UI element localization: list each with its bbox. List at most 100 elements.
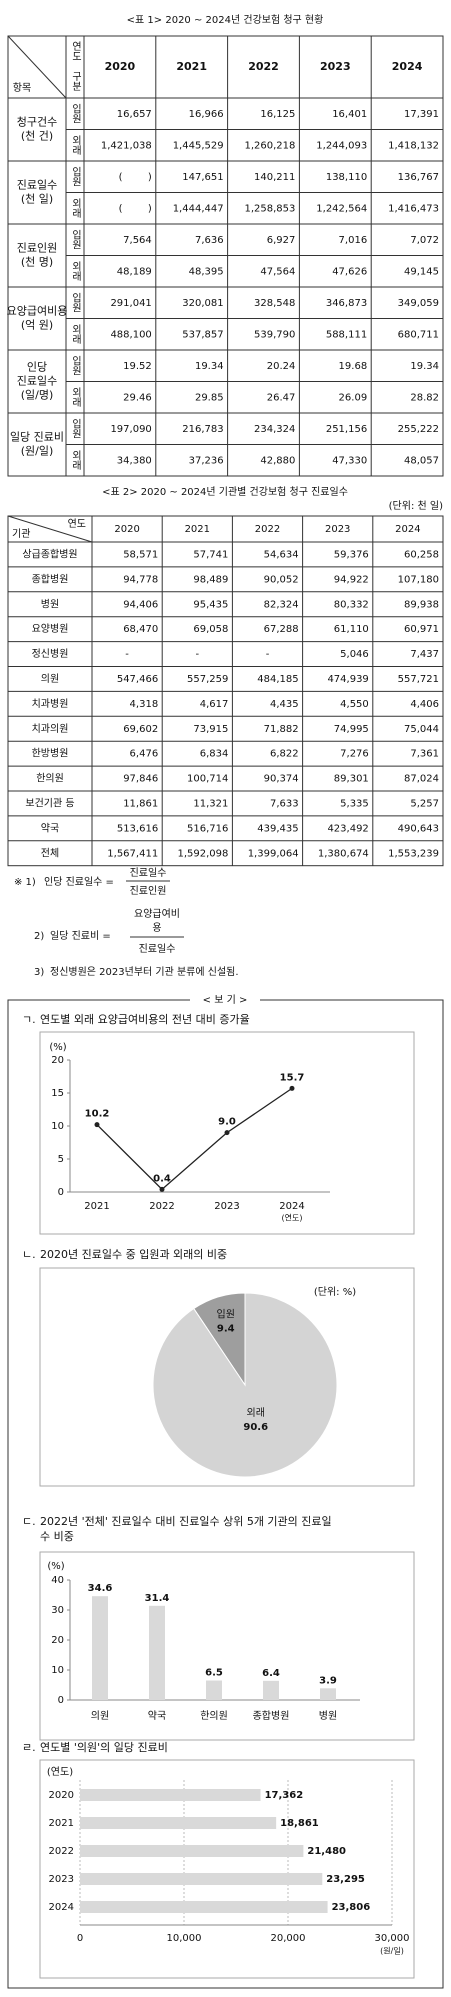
y-tick-label: 0 bbox=[58, 1695, 64, 1706]
row-type: 외래 bbox=[70, 198, 82, 219]
data-point bbox=[289, 1085, 295, 1091]
bar bbox=[80, 1817, 277, 1829]
cell: 49,145 bbox=[404, 266, 439, 277]
row-group-label: 진료일수 bbox=[17, 178, 57, 192]
slice-label: 입원 bbox=[217, 1308, 235, 1321]
value-label: 23,806 bbox=[332, 1902, 371, 1913]
data-point bbox=[94, 1122, 100, 1128]
cell: 138,110 bbox=[326, 172, 367, 183]
table-title: <표 1> 2020 ~ 2024년 건강보험 청구 현황 bbox=[127, 14, 324, 26]
cell: 1,553,239 bbox=[388, 848, 439, 859]
row-type: 입원 bbox=[70, 355, 82, 376]
x-tick-label: 20,000 bbox=[271, 1933, 306, 1944]
cell: 1,244,093 bbox=[316, 140, 367, 151]
cell: 251,156 bbox=[326, 424, 367, 435]
fraction-denominator: 진료인원 bbox=[130, 885, 167, 897]
cell: - bbox=[266, 649, 270, 660]
note-marker: 2) bbox=[34, 931, 44, 942]
note-text: 정신병원은 2023년부터 기관 분류에 신설됨. bbox=[50, 966, 239, 978]
y-tick-label: 5 bbox=[58, 1154, 64, 1165]
cell: 60,971 bbox=[404, 624, 439, 635]
item-marker: ㄱ. bbox=[22, 1013, 36, 1026]
value-label: 6.5 bbox=[205, 1668, 223, 1679]
cell: 6,822 bbox=[270, 749, 299, 760]
x-tick-label: 약국 bbox=[148, 1710, 166, 1722]
item-title: 연도별 '의원'의 일당 진료비 bbox=[40, 1740, 168, 1754]
cell: 58,571 bbox=[123, 549, 158, 560]
cell: - bbox=[195, 649, 199, 660]
cell: 5,335 bbox=[340, 798, 369, 809]
cell: 7,361 bbox=[410, 749, 439, 760]
cell: 94,406 bbox=[123, 599, 158, 610]
y-tick-label: 2020 bbox=[49, 1790, 74, 1801]
note-text: 인당 진료일수 = bbox=[44, 876, 114, 888]
cell: 488,100 bbox=[110, 329, 151, 340]
cell: 6,476 bbox=[130, 749, 159, 760]
cell: 95,435 bbox=[193, 599, 228, 610]
cell: 48,189 bbox=[117, 266, 152, 277]
cell: 513,616 bbox=[117, 823, 158, 834]
value-label: 21,480 bbox=[307, 1846, 346, 1857]
value-label: 6.4 bbox=[262, 1668, 280, 1679]
axis-unit: (%) bbox=[49, 1042, 66, 1053]
item-title: 수 비중 bbox=[40, 1530, 74, 1543]
cell: 59,376 bbox=[334, 549, 369, 560]
x-tick-label: 병원 bbox=[319, 1710, 337, 1722]
cell: 1,418,132 bbox=[388, 140, 439, 151]
box-border bbox=[7, 999, 444, 1989]
bar bbox=[263, 1680, 279, 1700]
row-group-label: (억 원) bbox=[21, 319, 53, 332]
x-tick-label: 0 bbox=[77, 1933, 83, 1944]
y-tick-label: 2024 bbox=[49, 1902, 74, 1913]
cell: 20.24 bbox=[267, 361, 296, 372]
cell: 320,081 bbox=[182, 298, 223, 309]
y-tick-label: 0 bbox=[58, 1187, 64, 1198]
value-label: 15.7 bbox=[280, 1072, 305, 1083]
row-label: 상급종합병원 bbox=[22, 548, 77, 560]
row-type: 입원 bbox=[70, 418, 82, 439]
x-tick-label: 10,000 bbox=[167, 1933, 202, 1944]
cell: 73,915 bbox=[193, 724, 228, 735]
note-marker: 3) bbox=[34, 967, 44, 978]
cell: 4,617 bbox=[200, 699, 229, 710]
y-tick-label: 20 bbox=[51, 1055, 64, 1066]
table-border bbox=[7, 515, 444, 867]
column-header: 2020 bbox=[114, 524, 139, 535]
cell: 680,711 bbox=[398, 329, 439, 340]
cell: 90,374 bbox=[264, 774, 299, 785]
cell: 94,922 bbox=[334, 574, 369, 585]
corner-label: 기관 bbox=[12, 528, 30, 540]
x-tick-label: 2022 bbox=[149, 1201, 174, 1212]
row-group-label: (천 건) bbox=[21, 129, 53, 143]
corner-label: 항목 bbox=[13, 82, 31, 94]
y-tick-label: 10 bbox=[51, 1665, 64, 1676]
cell: 439,435 bbox=[257, 823, 298, 834]
cell: 107,180 bbox=[398, 574, 439, 585]
bar bbox=[80, 1789, 261, 1801]
cell: 1,445,529 bbox=[173, 140, 224, 151]
row-type: 외래 bbox=[70, 261, 82, 282]
row-group-label: 요양급여비용 bbox=[7, 305, 68, 318]
cell: 1,380,674 bbox=[318, 848, 369, 859]
cell: 67,288 bbox=[264, 624, 299, 635]
bar bbox=[92, 1596, 108, 1700]
row-group-label: (천 명) bbox=[21, 255, 53, 269]
cell: 19.34 bbox=[195, 361, 224, 372]
value-label: 0.4 bbox=[153, 1173, 171, 1184]
chart-frame bbox=[39, 1267, 415, 1487]
cell: 7,016 bbox=[339, 235, 368, 246]
cell: 1,416,473 bbox=[388, 203, 439, 214]
item-title: 2022년 '전체' 진료일수 대비 진료일수 상위 5개 기관의 진료일 bbox=[40, 1514, 332, 1528]
cell: 68,470 bbox=[123, 624, 158, 635]
cell: 328,548 bbox=[254, 298, 295, 309]
column-header: 2024 bbox=[395, 524, 420, 535]
cell: 16,657 bbox=[117, 109, 152, 120]
bar bbox=[80, 1901, 328, 1913]
cell: 197,090 bbox=[110, 424, 151, 435]
row-group-label: (일/명) bbox=[21, 388, 54, 402]
cell: 484,185 bbox=[257, 674, 298, 685]
cell: 61,110 bbox=[334, 624, 369, 635]
cell: 1,258,853 bbox=[244, 203, 295, 214]
cell: 90,052 bbox=[264, 574, 299, 585]
column-header: 2024 bbox=[392, 60, 423, 73]
